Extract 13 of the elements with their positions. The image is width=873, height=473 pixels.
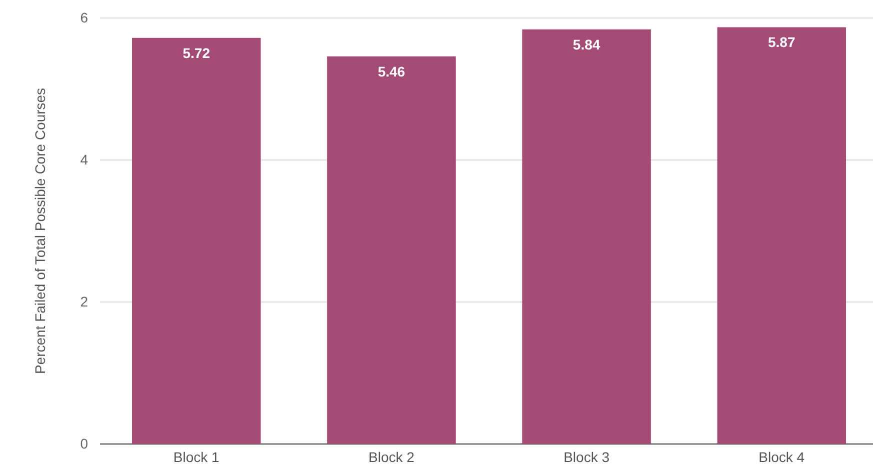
x-tick-label: Block 2: [368, 448, 415, 465]
data-label: 5.72: [182, 44, 210, 61]
y-axis-title: Percent Failed of Total Possible Core Courses: [32, 88, 48, 374]
x-tick-label: Block 3: [564, 448, 610, 465]
data-label: 5.87: [768, 34, 796, 50]
y-tick-label: 0: [80, 435, 88, 452]
y-tick-label: 6: [80, 9, 88, 26]
x-tick-label: Block 1: [173, 448, 220, 465]
x-tick-label: Block 4: [758, 448, 805, 465]
y-tick-label: 4: [80, 151, 88, 168]
data-label: 5.84: [572, 36, 600, 52]
y-tick-label: 2: [80, 293, 88, 310]
data-label: 5.46: [378, 63, 406, 80]
